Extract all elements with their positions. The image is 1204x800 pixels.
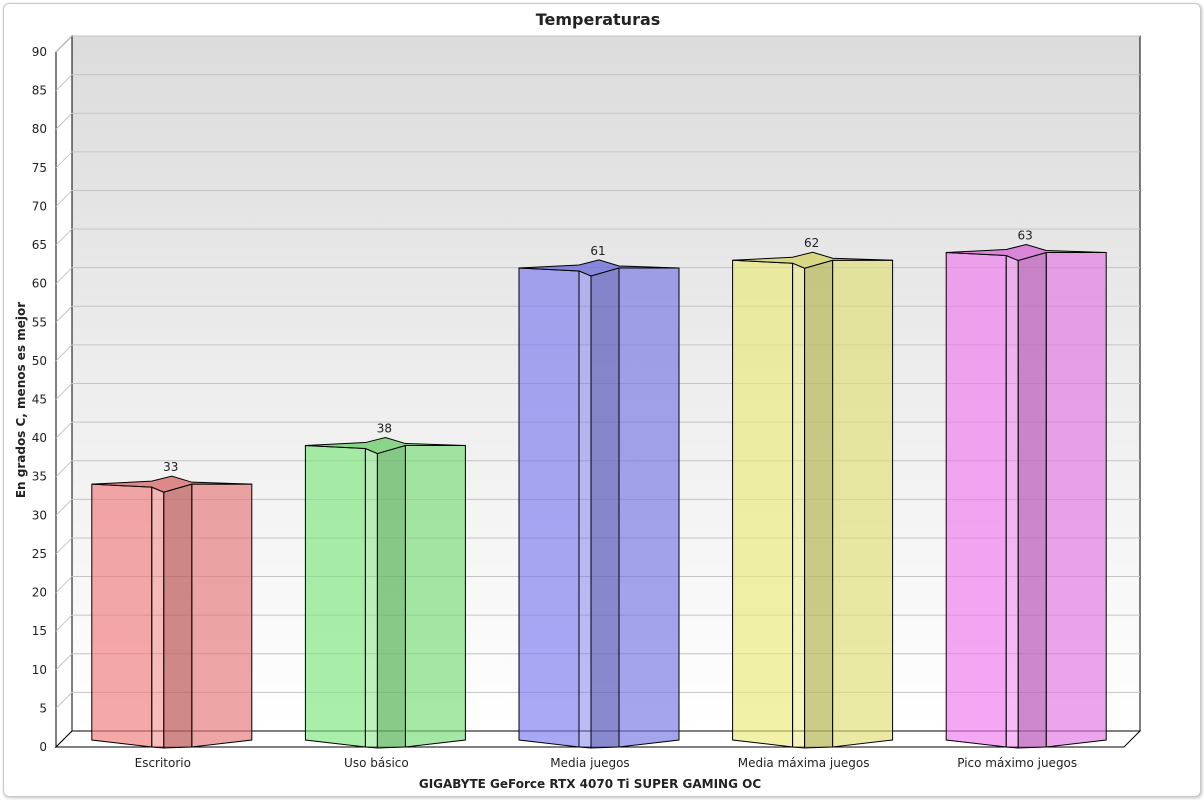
- y-tick-label: 60: [32, 277, 47, 291]
- y-tick-label: 65: [32, 238, 47, 252]
- y-tick-label: 20: [32, 586, 47, 600]
- bar: 61: [518, 244, 680, 749]
- y-tick-label: 0: [39, 740, 47, 754]
- bar: 63: [945, 229, 1107, 749]
- grid-line-side: [55, 653, 73, 671]
- bar-face-right: [1045, 252, 1107, 748]
- grid-line-side: [55, 537, 73, 555]
- grid-line-side: [55, 35, 73, 53]
- y-tick-label: 70: [32, 199, 47, 213]
- y-axis: 0 5 10 15 20 25 30 35 40 45 50 55 60 65 70 75 80 85 90: [32, 45, 47, 754]
- chart-title: Temperaturas: [536, 10, 661, 29]
- bar-top: [518, 259, 680, 277]
- bar-edge-left: [792, 262, 806, 749]
- x-tick-label: Media juegos: [550, 756, 629, 770]
- grid-line-side: [55, 498, 73, 516]
- bar-top: [732, 251, 893, 269]
- bars: 33 38 61 62 63: [91, 229, 1107, 749]
- bar-value-label: 38: [377, 422, 392, 436]
- grid-line-side: [55, 74, 73, 91]
- bar-value-label: 62: [804, 236, 819, 250]
- bar-edge-left: [364, 447, 378, 749]
- grid-line-side: [55, 421, 73, 439]
- bar: 62: [732, 236, 894, 749]
- grid-line-side: [55, 383, 73, 400]
- y-tick-label: 10: [32, 663, 47, 677]
- y-tick-label: 30: [32, 508, 47, 522]
- grid-line-side: [55, 460, 73, 478]
- y-tick-label: 55: [32, 315, 47, 329]
- y-tick-label: 80: [32, 122, 47, 136]
- bar-edge-center: [804, 259, 834, 749]
- y-tick-label: 85: [32, 84, 47, 98]
- bar-top: [946, 243, 1107, 262]
- y-tick-label: 25: [32, 547, 47, 561]
- y-tick-label: 50: [32, 354, 47, 368]
- y-tick-label: 5: [39, 701, 47, 715]
- bar-face-right: [191, 483, 253, 748]
- grid-line-side: [55, 151, 73, 169]
- bar-face-left: [91, 483, 153, 748]
- grid-line-side: [55, 228, 73, 246]
- grid-line-side: [55, 190, 73, 207]
- bar-face-right: [618, 267, 680, 748]
- bar-value-label: 33: [163, 460, 178, 474]
- y-tick-label: 15: [32, 624, 47, 638]
- bar-edge-center: [1017, 251, 1047, 749]
- bar-face-right: [404, 445, 466, 748]
- bar-face-left: [732, 259, 794, 748]
- grid-line-side: [55, 344, 73, 362]
- y-tick-label: 90: [32, 45, 47, 59]
- bar: 33: [91, 460, 253, 749]
- x-tick-label: Escritorio: [135, 756, 191, 770]
- bar-face-right: [832, 259, 894, 748]
- bar-edge-left: [151, 486, 165, 749]
- bar-edge-center: [376, 444, 406, 749]
- bar-edge-left: [578, 270, 592, 749]
- bar-face-left: [304, 445, 366, 748]
- grid-line-side: [55, 112, 73, 130]
- x-axis: Escritorio Uso básico Media juegos Media má…: [135, 756, 1078, 770]
- bar-face-left: [945, 251, 1007, 748]
- bar-top: [91, 475, 252, 493]
- y-tick-label: 40: [32, 431, 47, 445]
- grid-line-side: [55, 267, 73, 285]
- bar-value-label: 63: [1018, 229, 1033, 243]
- x-tick-label: Uso básico: [344, 756, 409, 770]
- grid-line-side: [55, 614, 73, 632]
- y-axis-title: En grados C, menos es mejor: [14, 302, 28, 498]
- grid-line-side: [55, 305, 73, 323]
- grid-line-side: [55, 692, 73, 709]
- bar-edge-center: [163, 483, 193, 749]
- y-tick-label: 35: [32, 470, 47, 484]
- y-tick-label: 75: [32, 161, 47, 175]
- grid-line-side: [55, 576, 73, 593]
- x-tick-label: Media máxima juegos: [738, 756, 870, 770]
- bar-face-left: [518, 267, 580, 748]
- bar-top: [305, 437, 466, 455]
- bar: 38: [304, 422, 466, 749]
- bar-edge-center: [590, 267, 620, 749]
- x-tick-label: Pico máximo juegos: [957, 756, 1077, 770]
- y-tick-label: 45: [32, 393, 47, 407]
- x-axis-title: GIGABYTE GeForce RTX 4070 Ti SUPER GAMIN…: [419, 777, 761, 791]
- bar-value-label: 61: [590, 244, 605, 258]
- bar-edge-left: [1005, 254, 1019, 749]
